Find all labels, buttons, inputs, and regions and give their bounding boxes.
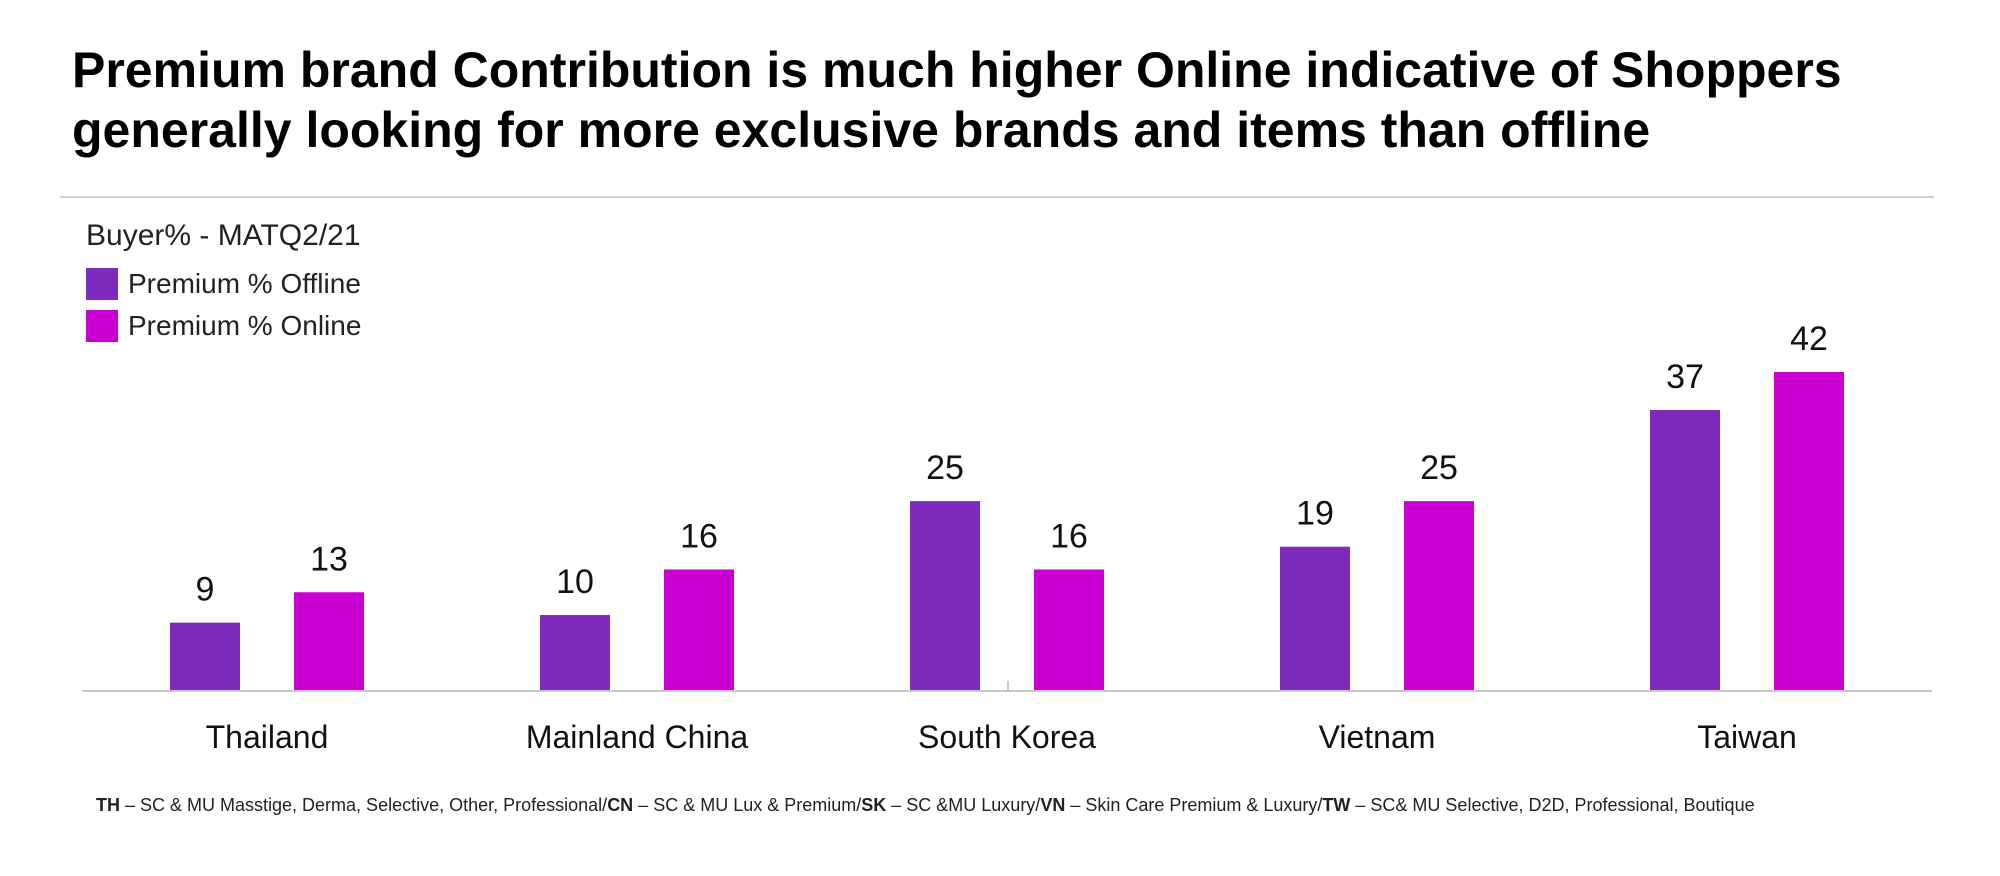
legend-swatch-online [86, 310, 118, 342]
footnote-text-tw: – SC& MU Selective, D2D, Professional, B… [1350, 795, 1755, 815]
footnote-text-vn: – Skin Care Premium & Luxury/ [1065, 795, 1323, 815]
footnote-code-th: TH [96, 795, 120, 815]
footnote-code-sk: SK [861, 795, 887, 815]
title-divider [60, 196, 1934, 198]
data-label-south-korea-offline: 25 [926, 449, 964, 487]
category-label-thailand: Thailand [206, 719, 329, 755]
footnote-code-tw: TW [1322, 795, 1351, 815]
footnote-text-th: – SC & MU Masstige, Derma, Selective, Ot… [120, 795, 608, 815]
bar-vietnam-online [1404, 501, 1474, 691]
legend-item-offline: Premium % Offline [86, 263, 361, 305]
legend-item-online: Premium % Online [86, 305, 361, 347]
chart-title-line-2: generally looking for more exclusive bra… [72, 102, 1651, 158]
footnote-code-vn: VN [1040, 795, 1066, 815]
bar-taiwan-offline [1650, 409, 1720, 691]
chart-title: Premium brand Contribution is much highe… [72, 40, 1972, 160]
footnote-text-sk: – SC &MU Luxury/ [886, 795, 1041, 815]
bar-thailand-online [294, 592, 364, 691]
chart-legend: Premium % Offline Premium % Online [86, 263, 361, 347]
bar-mainland-china-online [664, 569, 734, 691]
footnote: TH – SC & MU Masstige, Derma, Selective,… [96, 793, 1755, 817]
bar-thailand-offline [170, 622, 240, 691]
data-label-thailand-online: 13 [310, 540, 348, 578]
data-label-taiwan-offline: 37 [1666, 358, 1704, 396]
bar-taiwan-online [1774, 372, 1844, 691]
data-label-thailand-offline: 9 [196, 571, 215, 609]
data-label-vietnam-offline: 19 [1296, 495, 1334, 533]
data-label-mainland-china-online: 16 [680, 517, 718, 555]
legend-label-online: Premium % Online [128, 310, 362, 341]
data-label-south-korea-online: 16 [1050, 517, 1088, 555]
category-label-vietnam: Vietnam [1319, 719, 1436, 755]
chart-title-line-1: Premium brand Contribution is much highe… [72, 42, 1842, 98]
category-label-mainland-china: Mainland China [526, 719, 749, 755]
category-label-taiwan: Taiwan [1697, 719, 1797, 755]
category-label-south-korea: South Korea [918, 719, 1096, 755]
bar-mainland-china-offline [540, 615, 610, 691]
chart-subtitle: Buyer% - MATQ2/21 [86, 219, 361, 252]
data-label-mainland-china-offline: 10 [556, 563, 594, 601]
legend-label-offline: Premium % Offline [128, 268, 361, 299]
legend-swatch-offline [86, 268, 118, 300]
bar-south-korea-offline [910, 501, 980, 691]
data-label-vietnam-online: 25 [1420, 449, 1458, 487]
footnote-code-cn: CN [607, 795, 634, 815]
data-label-taiwan-online: 42 [1790, 320, 1828, 358]
bar-south-korea-online [1034, 569, 1104, 691]
footnote-text-cn: – SC & MU Lux & Premium/ [633, 795, 862, 815]
bar-vietnam-offline [1280, 546, 1350, 691]
